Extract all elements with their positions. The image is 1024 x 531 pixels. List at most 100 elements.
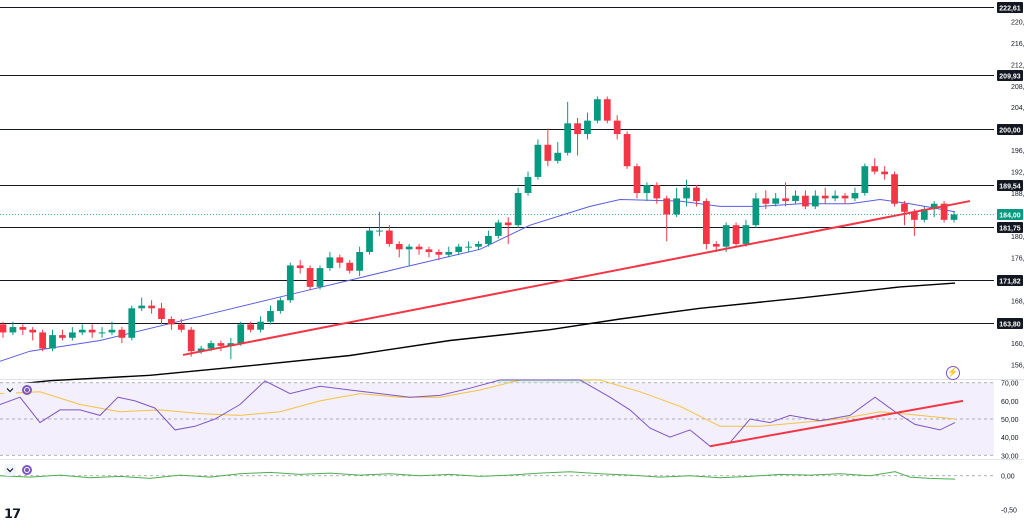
candle-body — [217, 343, 225, 346]
candle — [792, 190, 799, 204]
candle-body — [187, 329, 195, 352]
candle — [128, 305, 136, 341]
candle — [336, 254, 344, 269]
candle — [613, 115, 621, 140]
level-label: 222,61 — [999, 6, 1021, 13]
rsi-tick-label: 40,00 — [1001, 435, 1019, 442]
level-badge — [997, 2, 1023, 13]
y-tick-label: 188,00 — [1011, 191, 1024, 198]
candle-body — [395, 243, 403, 250]
y-tick-label: 212,00 — [1011, 62, 1024, 69]
candle — [158, 302, 165, 325]
candle — [138, 297, 146, 311]
candle-body — [920, 209, 928, 220]
candle-body — [346, 262, 354, 271]
lightning-icon[interactable]: ⚡ — [946, 366, 960, 380]
candle-body — [722, 225, 730, 247]
candle — [702, 198, 710, 250]
candle — [49, 329, 56, 352]
candle-body — [475, 243, 482, 247]
candle-body — [663, 198, 671, 215]
candle-body — [9, 327, 17, 333]
candle — [217, 340, 225, 352]
candle-body — [247, 324, 255, 330]
oscillator-collapse-button[interactable] — [4, 464, 16, 476]
y-tick-label: 176,00 — [1011, 255, 1024, 262]
candle — [237, 321, 245, 346]
candle-body — [524, 176, 532, 194]
rsi-tick-label: 30,00 — [1001, 453, 1019, 460]
candle — [732, 222, 740, 247]
candle-body — [891, 174, 898, 204]
y-tick-label: 168,00 — [1011, 298, 1024, 305]
candle — [504, 217, 512, 244]
candle — [277, 297, 284, 314]
candle-body — [336, 257, 344, 263]
candle-body — [405, 246, 413, 250]
candle-body — [29, 329, 37, 333]
candle — [742, 219, 750, 247]
candle — [693, 184, 700, 207]
candle-body — [584, 120, 591, 135]
candle — [39, 329, 46, 352]
candle — [286, 262, 294, 303]
candle-body — [504, 222, 512, 226]
level-label: 209,93 — [999, 74, 1021, 81]
rsi-tick-label: 50,00 — [1001, 417, 1019, 424]
candle-body — [742, 225, 750, 244]
candle — [881, 166, 889, 180]
candle-body — [78, 329, 86, 333]
candle-body — [841, 195, 849, 199]
candle — [306, 265, 314, 290]
osc-line — [0, 471, 956, 480]
candle-body — [732, 225, 740, 244]
candle-body — [227, 343, 235, 346]
rsi-indicator-icon[interactable] — [22, 385, 32, 395]
candle-body — [564, 123, 572, 153]
candle-body — [653, 184, 661, 199]
candle-body — [19, 327, 27, 330]
candle — [405, 243, 413, 266]
trendline — [182, 200, 971, 356]
candle — [911, 209, 918, 236]
candle-body — [911, 211, 918, 220]
candle-body — [930, 203, 938, 210]
candle-body — [49, 335, 56, 349]
candle-body — [673, 198, 680, 215]
candle — [98, 327, 106, 338]
candle-body — [792, 195, 799, 202]
candle-body — [128, 308, 136, 338]
candle — [108, 321, 116, 336]
candle — [88, 324, 96, 338]
candle-body — [633, 166, 641, 194]
candle — [19, 324, 27, 336]
candle-body — [445, 252, 453, 255]
candle — [435, 249, 443, 261]
candle-body — [316, 268, 324, 287]
candle — [257, 316, 264, 333]
candle-body — [554, 152, 562, 161]
candle-body — [683, 187, 690, 199]
level-label: 200,00 — [999, 128, 1021, 135]
rsi-tick-label: 70,00 — [1001, 381, 1019, 388]
candle-body — [39, 332, 46, 349]
candle — [514, 187, 522, 228]
candle — [930, 201, 938, 218]
oscillator-indicator-icon[interactable] — [22, 465, 32, 475]
candle — [455, 243, 463, 255]
osc-tick-label: -0,50 — [1001, 507, 1017, 514]
candle-body — [623, 134, 631, 167]
last-price-label: 184,00 — [999, 213, 1021, 220]
candle-body — [861, 166, 869, 194]
candle-body — [465, 246, 472, 248]
candle-body — [485, 235, 492, 244]
candle-body — [425, 249, 433, 252]
y-tick-label: 160,00 — [1011, 341, 1024, 348]
candle — [524, 171, 532, 196]
level-badge — [997, 222, 1023, 233]
candle — [376, 211, 383, 236]
rsi-collapse-button[interactable] — [4, 384, 16, 396]
candle-body — [177, 324, 185, 330]
candle — [187, 327, 195, 357]
